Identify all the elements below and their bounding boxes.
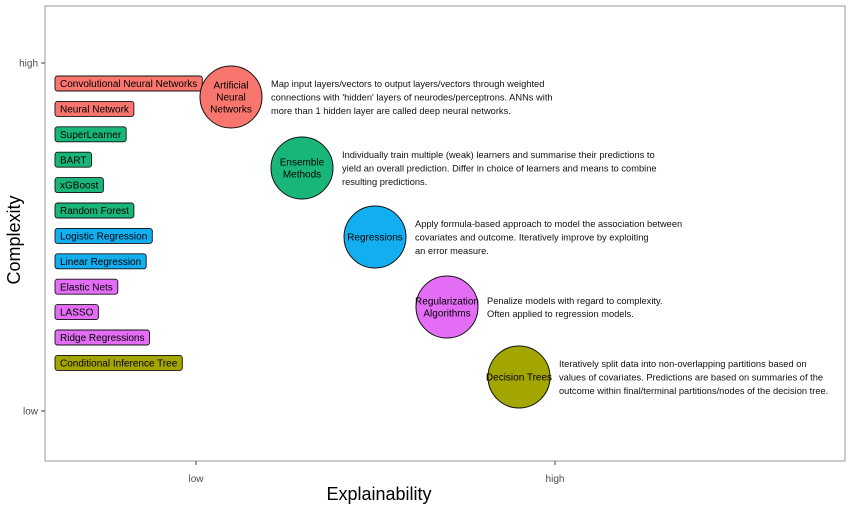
method-label-box xyxy=(54,227,153,244)
method-label: Random Forest xyxy=(54,202,135,219)
method-group: Regularization Algorithms Penalize models … xyxy=(415,275,663,339)
group-bubble xyxy=(199,65,263,129)
method-label-box xyxy=(54,100,135,117)
method-group: Ensemble Methods Individually train multip… xyxy=(270,136,657,200)
method-label: Logistic Regression xyxy=(54,227,153,244)
method-label-column: Convolutional Neural Networks Neural Netw… xyxy=(54,75,203,371)
method-label: Elastic Nets xyxy=(54,278,119,295)
method-label-text: xGBoost xyxy=(60,181,99,192)
x-tick-label: low xyxy=(188,474,204,485)
method-label-box xyxy=(54,304,99,321)
method-label: Neural Network xyxy=(54,100,135,117)
group-bubble xyxy=(415,275,479,339)
method-label-box xyxy=(54,253,147,270)
group-name: Decision Trees xyxy=(486,373,552,384)
group-description: Individually train multiple (weak) learn… xyxy=(342,150,657,187)
method-label-text: Elastic Nets xyxy=(60,282,113,293)
method-label-box xyxy=(54,75,203,92)
method-label: Ridge Regressions xyxy=(54,329,150,346)
method-label: Convolutional Neural Networks xyxy=(54,75,203,92)
method-label: SuperLearner xyxy=(54,126,127,143)
method-label-text: Neural Network xyxy=(60,105,130,116)
method-group: Artificial Neural Networks Map input layers… xyxy=(199,65,553,129)
group-bubble xyxy=(487,345,551,409)
method-label-box xyxy=(54,202,135,219)
method-label-box xyxy=(54,126,127,143)
group-description: Iteratively split data into non-overlapp… xyxy=(559,359,828,396)
method-label-text: SuperLearner xyxy=(60,130,122,141)
y-tick-label: high xyxy=(19,59,38,70)
group-name: Regressions xyxy=(347,233,403,244)
method-label-box xyxy=(54,278,119,295)
method-label-text: LASSO xyxy=(60,308,94,319)
method-label-box xyxy=(54,329,150,346)
group-description: Penalize models with regard to complexit… xyxy=(487,296,663,319)
method-label-box xyxy=(54,177,104,194)
method-groups: Artificial Neural Networks Map input layers… xyxy=(199,65,828,409)
y-axis-label: Complexity xyxy=(4,195,24,284)
method-label-text: BART xyxy=(60,155,87,166)
group-bubble xyxy=(343,205,407,269)
method-label-text: Random Forest xyxy=(60,206,129,217)
method-label-box xyxy=(54,354,183,371)
method-label-box xyxy=(54,151,92,168)
method-group: Decision Trees Iteratively split data int… xyxy=(486,345,828,409)
axes: low high high low xyxy=(19,59,564,486)
group-name: Artificial Neural Networks xyxy=(210,81,252,116)
method-label-text: Conditional Inference Tree xyxy=(60,359,178,370)
group-description: Apply formula-based approach to model th… xyxy=(415,219,682,256)
method-label-text: Linear Regression xyxy=(60,257,141,268)
group-description: Map input layers/vectors to output layer… xyxy=(271,79,553,116)
method-label: BART xyxy=(54,151,92,168)
method-label-text: Convolutional Neural Networks xyxy=(60,79,197,90)
method-label: Conditional Inference Tree xyxy=(54,354,183,371)
method-label-text: Logistic Regression xyxy=(60,232,147,243)
method-label: Linear Regression xyxy=(54,253,147,270)
x-axis-label: Explainability xyxy=(326,484,431,504)
method-group: Regressions Apply formula-based approach … xyxy=(343,205,682,269)
x-tick-label: high xyxy=(546,474,565,485)
group-name: Regularization Algorithms xyxy=(415,297,479,320)
method-label-text: Ridge Regressions xyxy=(60,333,145,344)
group-bubble xyxy=(270,136,334,200)
method-label: LASSO xyxy=(54,304,99,321)
y-tick-label: low xyxy=(23,407,39,418)
method-label: xGBoost xyxy=(54,177,104,194)
group-name: Ensemble Methods xyxy=(280,158,325,181)
